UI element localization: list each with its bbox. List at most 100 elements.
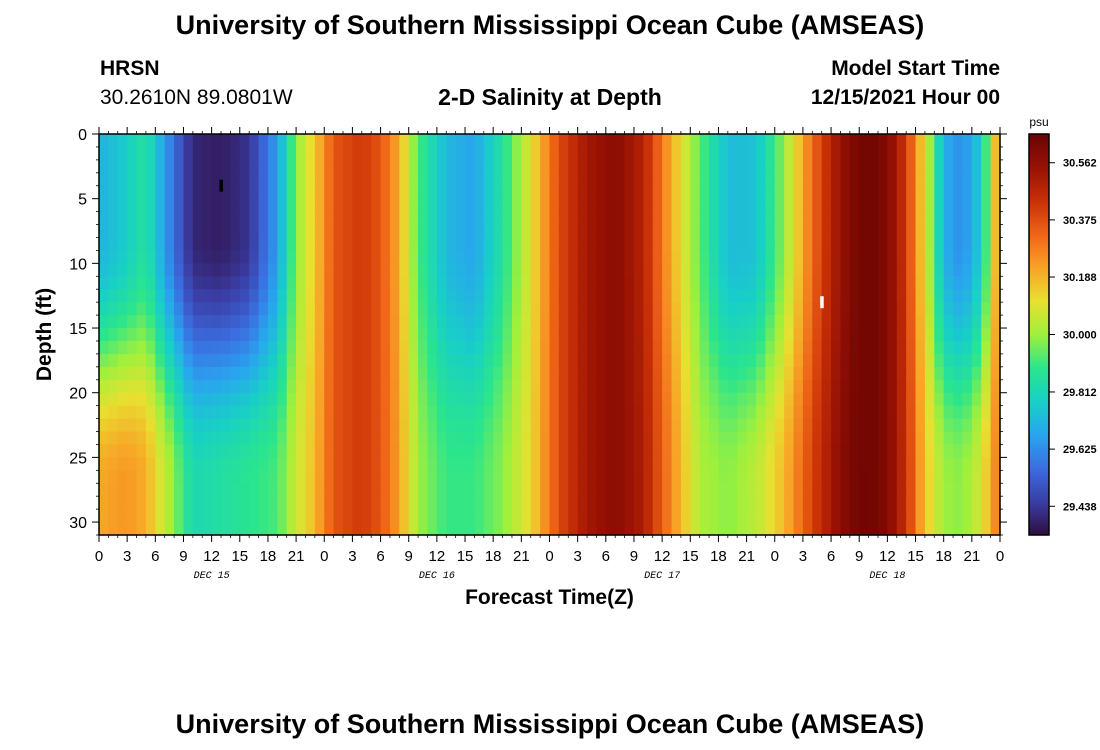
heatmap-cell [389,418,400,433]
heatmap-cell [530,134,541,148]
heatmap-cell [164,224,175,239]
heatmap-cell [906,418,917,433]
heatmap-cell [211,405,222,420]
heatmap-cell [549,146,560,161]
heatmap-cell [746,470,757,484]
heatmap-cell [211,457,222,471]
heatmap-cell [953,172,964,187]
heatmap-cell [774,198,785,213]
heatmap-cell [990,392,1001,407]
heatmap-cell [371,146,382,161]
heatmap-cell [465,379,476,394]
heatmap-cell [530,431,541,446]
heatmap-cell [680,522,691,536]
heatmap-cell [849,211,860,226]
heatmap-cell [380,276,391,290]
heatmap-cell [267,431,278,446]
heatmap-cell [549,431,560,446]
heatmap-cell [652,340,663,355]
heatmap-cell [333,522,344,536]
heatmap-cell [896,263,907,277]
heatmap-cell [680,134,691,148]
heatmap-cell [558,146,569,161]
heatmap-cell [868,185,879,200]
heatmap-cell [221,302,231,316]
heatmap-cell [765,211,776,226]
heatmap-cell [117,328,128,342]
heatmap-cell [258,496,269,510]
heatmap-cell [127,379,138,394]
heatmap-cell [727,496,738,510]
heatmap-cell [174,302,185,316]
heatmap-cell [633,340,644,355]
heatmap-cell [174,185,185,200]
heatmap-cell [474,328,485,342]
heatmap-cell [568,522,579,536]
heatmap-cell [840,353,851,368]
heatmap-cell [915,496,926,510]
heatmap-cell [971,263,982,277]
heatmap-cell [746,315,757,329]
heatmap-cell [399,134,410,148]
heatmap-cell [155,483,166,497]
heatmap-cell [868,444,879,458]
heatmap-cell [277,263,288,277]
heatmap-cell [192,483,203,497]
heatmap-cell [202,496,213,510]
heatmap-cell [540,263,551,277]
heatmap-cell [108,405,119,420]
heatmap-cell [755,483,766,497]
heatmap-cell [821,470,832,484]
heatmap-cell [953,457,964,471]
heatmap-cell [981,470,992,484]
heatmap-cell [587,289,598,303]
heatmap-cell [314,134,325,148]
heatmap-cell [906,250,917,264]
heatmap-cell [652,328,663,342]
heatmap-cell [718,457,729,471]
heatmap-cell [324,392,335,407]
heatmap-cell [399,379,410,394]
heatmap-cell [953,405,964,420]
heatmap-cell [540,211,551,226]
heatmap-cell [474,276,485,290]
heatmap-cell [511,379,522,394]
heatmap-cell [727,431,738,446]
heatmap-cell [633,470,644,484]
heatmap-cell [408,211,419,226]
heatmap-cell [389,198,400,213]
x-axis-label: Forecast Time(Z) [465,586,634,609]
footer-title: University of Southern Mississippi Ocean… [175,709,925,739]
heatmap-cell [793,392,804,407]
heatmap-cell [183,392,194,407]
heatmap-cell [211,185,222,200]
heatmap-cell [971,224,982,239]
heatmap-cell [174,276,185,290]
heatmap-cell [380,444,391,458]
heatmap-cell [446,185,457,200]
heatmap-cell [840,198,851,213]
heatmap-cell [568,224,579,239]
heatmap-cell [746,328,757,342]
heatmap-cell [662,405,673,420]
heatmap-cell [436,224,447,239]
heatmap-cell [737,470,748,484]
heatmap-cell [549,392,560,407]
heatmap-cell [521,289,532,303]
heatmap-cell [202,418,213,433]
heatmap-cell [859,392,870,407]
heatmap-cell [296,353,307,368]
heatmap-cell [465,405,476,420]
heatmap-cell [596,185,607,200]
heatmap-cell [174,379,185,394]
day-label: DEC 18 [869,571,905,582]
heatmap-cell [746,340,757,355]
heatmap-cell [981,392,992,407]
heatmap-cell [502,457,513,471]
heatmap-cell [802,250,813,264]
heatmap-cell [934,276,945,290]
heatmap-cell [643,431,654,446]
heatmap-cell [953,276,964,290]
heatmap-cell [906,405,917,420]
heatmap-cell [530,159,541,174]
